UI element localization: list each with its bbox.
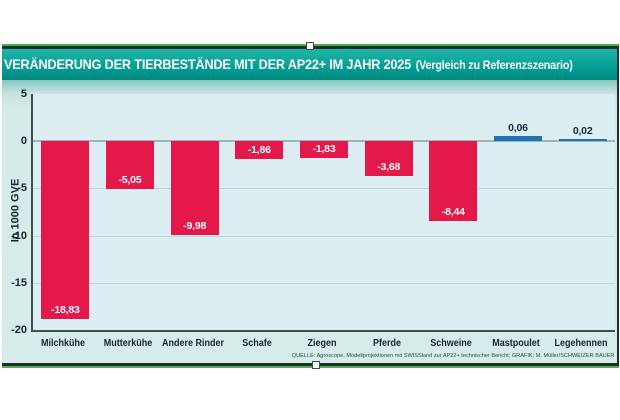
plot-area: -18,83 -5,05 -9,98 -1,86 -1,83 -3,68 -8,44 0,06… [31,94,615,332]
bar-value-label: -18,83 [51,303,80,316]
x-axis-label: Pferde [372,338,401,349]
bar-schweine: -8,44 [429,141,478,221]
bar-value-label: -9,98 [183,220,207,233]
y-tick-label: 0 [20,135,27,148]
x-axis-label: Andere Rinder [161,338,224,349]
x-axis-label: Schweine [430,338,473,349]
gridline [33,282,615,284]
bar-value-label: -5,05 [118,173,142,186]
x-axis-label: Legehennen [554,338,608,349]
bar-pferde: -3,68 [364,141,413,176]
bar-value-label: -1,86 [247,143,271,156]
selection-outline-bottom [2,366,619,368]
gridline [33,235,615,237]
chart-title-main: VERÄNDERUNG DER TIERBESTÄNDE MIT DER AP2… [4,57,411,72]
y-tick-label: -20 [11,324,27,336]
source-credit: QUELLE: Agroscope, Modellprojektionen mi… [291,352,614,359]
bar-value-label: -3,68 [377,160,401,173]
chart-title-bar: VERÄNDERUNG DER TIERBESTÄNDE MIT DER AP2… [2,49,617,80]
resize-handle-bottom[interactable] [312,361,320,369]
chart-figure-image[interactable]: VERÄNDERUNG DER TIERBESTÄNDE MIT DER AP2… [2,46,619,366]
bar-mastpoulet [494,136,542,142]
y-tick-label: -15 [11,276,27,289]
x-axis-label: Mutterkühe [103,338,153,349]
chart-title-paren: (Vergleich zu Referenzszenario) [415,60,573,72]
bar-schafe: -1,86 [235,141,284,159]
bar-mutterkühe: -5,05 [106,141,154,189]
gridline [33,188,615,190]
bar-legehennen [558,139,607,142]
bar-milchkühe: -18,83 [41,141,90,319]
bar-andere-rinder: -9,98 [170,141,219,236]
bar-ziegen: -1,83 [300,141,348,159]
chart-body: In 1000 GVE -18,83 -5,05 -9,98 -1,86 -1,83 -3… [2,80,617,363]
chart-title: VERÄNDERUNG DER TIERBESTÄNDE MIT DER AP2… [4,57,573,72]
bar-value-label: -1,83 [312,143,336,156]
x-axis-label: Milchkühe [41,338,86,349]
bar-value-label: 0,06 [508,122,528,135]
y-tick-label: -5 [17,182,27,195]
y-tick-label: 5 [20,88,27,100]
y-axis-title: In 1000 GVE [9,178,22,243]
resize-handle-top[interactable] [306,42,314,50]
x-axis-label: Ziegen [307,338,337,349]
bar-value-label: 0,02 [572,125,593,138]
bar-value-label: -8,44 [441,205,465,218]
y-tick-label: -10 [11,229,27,242]
x-axis-label: Schafe [242,338,273,349]
x-axis-label: Mastpoulet [492,338,540,349]
